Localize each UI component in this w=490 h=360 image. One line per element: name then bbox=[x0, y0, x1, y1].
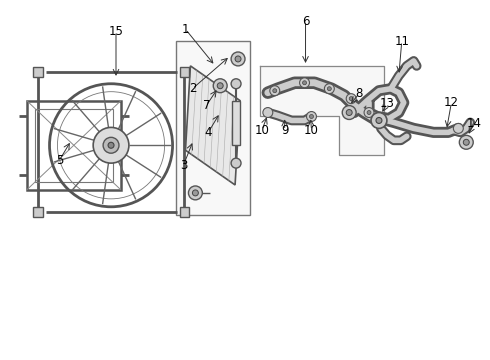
Circle shape bbox=[346, 94, 356, 104]
Circle shape bbox=[189, 186, 202, 200]
Circle shape bbox=[376, 117, 382, 123]
Circle shape bbox=[464, 139, 469, 145]
Circle shape bbox=[364, 108, 374, 117]
Text: 12: 12 bbox=[444, 96, 459, 109]
Bar bbox=[179, 67, 190, 77]
Text: 4: 4 bbox=[204, 126, 212, 139]
Circle shape bbox=[349, 96, 353, 100]
Bar bbox=[232, 100, 240, 145]
Circle shape bbox=[263, 108, 273, 117]
Circle shape bbox=[108, 142, 114, 148]
Circle shape bbox=[307, 112, 317, 121]
Circle shape bbox=[103, 137, 119, 153]
Circle shape bbox=[342, 105, 356, 120]
Bar bbox=[179, 207, 190, 217]
Text: 2: 2 bbox=[189, 82, 196, 95]
Bar bbox=[26, 100, 121, 190]
Circle shape bbox=[453, 123, 464, 133]
Text: 9: 9 bbox=[281, 124, 289, 137]
Text: 5: 5 bbox=[56, 154, 63, 167]
Circle shape bbox=[371, 113, 387, 129]
Text: 10: 10 bbox=[254, 124, 270, 137]
Circle shape bbox=[235, 56, 241, 62]
Text: 14: 14 bbox=[466, 117, 482, 130]
Text: 1: 1 bbox=[182, 23, 189, 36]
Text: 6: 6 bbox=[302, 15, 309, 28]
Circle shape bbox=[459, 135, 473, 149]
Circle shape bbox=[327, 87, 331, 91]
Text: 13: 13 bbox=[379, 97, 394, 110]
Text: 10: 10 bbox=[304, 124, 319, 137]
Bar bbox=[33, 207, 43, 217]
Circle shape bbox=[302, 81, 307, 85]
Polygon shape bbox=[260, 66, 384, 155]
Bar bbox=[35, 109, 113, 182]
Circle shape bbox=[193, 190, 198, 196]
Text: 7: 7 bbox=[202, 99, 210, 112]
Polygon shape bbox=[185, 66, 240, 185]
Circle shape bbox=[270, 86, 280, 96]
Circle shape bbox=[213, 79, 227, 93]
Circle shape bbox=[273, 89, 277, 93]
Circle shape bbox=[231, 79, 241, 89]
Circle shape bbox=[324, 84, 334, 94]
Text: 8: 8 bbox=[355, 87, 363, 100]
Text: 11: 11 bbox=[394, 35, 409, 48]
Text: 15: 15 bbox=[109, 24, 123, 38]
Circle shape bbox=[299, 78, 310, 88]
Circle shape bbox=[217, 83, 223, 89]
Circle shape bbox=[310, 114, 314, 118]
Bar bbox=[33, 67, 43, 77]
Circle shape bbox=[231, 52, 245, 66]
Bar bbox=[175, 41, 250, 215]
Circle shape bbox=[367, 111, 371, 114]
Circle shape bbox=[346, 109, 352, 116]
Text: 3: 3 bbox=[180, 159, 187, 172]
Circle shape bbox=[93, 127, 129, 163]
Circle shape bbox=[231, 158, 241, 168]
